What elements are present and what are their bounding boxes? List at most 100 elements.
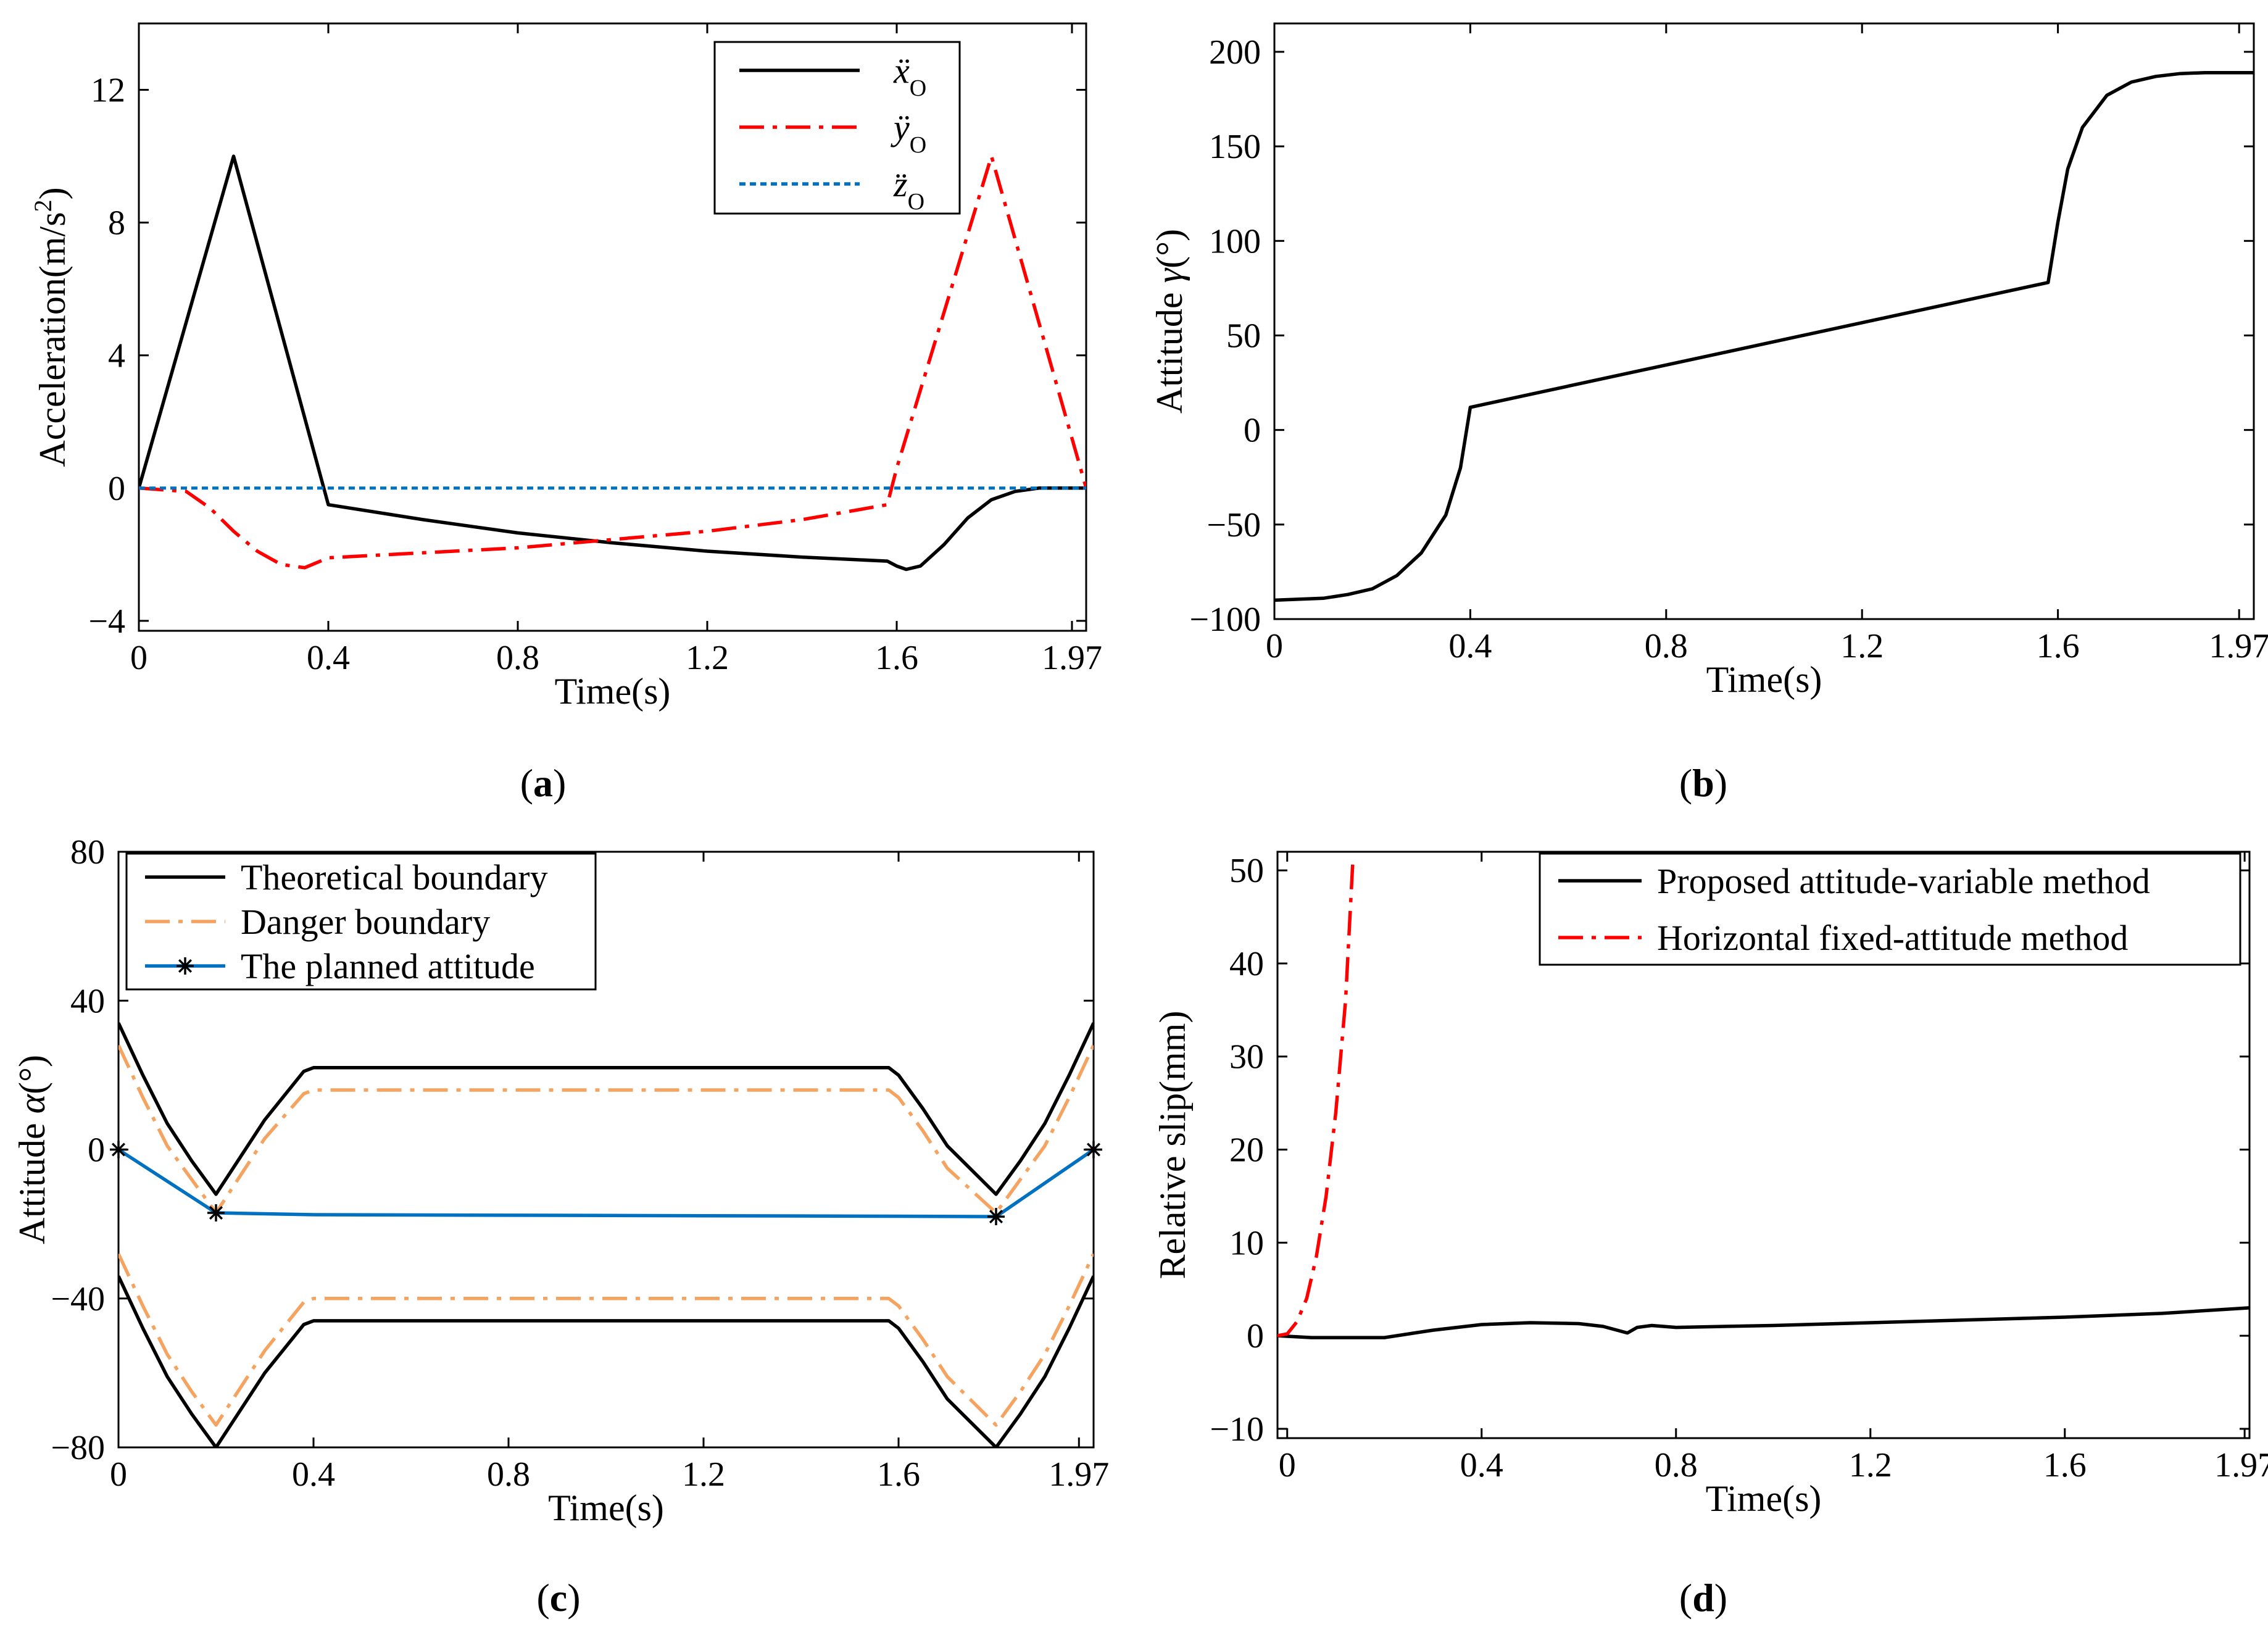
x-tick-label-d: 1.6 <box>2043 1446 2087 1484</box>
legend-label-c: The planned attitude <box>241 946 535 986</box>
series-group-d <box>1277 860 2249 1339</box>
series-group-b <box>1274 70 2254 602</box>
legend-label-a: z̈O <box>893 164 924 215</box>
marker-stroke <box>989 1210 1003 1224</box>
plot-frame-a <box>138 22 1087 632</box>
series-line-b-0 <box>1274 70 2254 602</box>
y-tick-label-b: 0 <box>1244 412 1261 450</box>
x-axis-label-c: Time(s) <box>548 1488 664 1528</box>
x-tick-label-a: 1.97 <box>1042 639 1102 677</box>
y-tick-label-c: 0 <box>88 1131 105 1170</box>
caption-letter: d <box>1692 1576 1714 1620</box>
y-tick-label-a: −4 <box>88 602 125 641</box>
y-axis-label-prefix-b: Attitude <box>1149 283 1190 414</box>
series-line-a-0 <box>139 154 1086 572</box>
series-line-c-4 <box>118 1148 1094 1218</box>
caption-d: (d) <box>1679 1576 1727 1620</box>
series-line-c-0 <box>118 1022 1094 1196</box>
x-tick-label-b: 1.2 <box>1840 627 1884 665</box>
y-tick-label-c: 40 <box>70 982 105 1020</box>
marker-stroke <box>111 1142 126 1157</box>
legend-marker-c <box>178 959 193 973</box>
x-tick-label-d: 0 <box>1279 1446 1296 1484</box>
caption-open: ( <box>1679 761 1692 805</box>
y-tick-label-d: 10 <box>1229 1224 1264 1262</box>
y-tick-label-b: −50 <box>1207 506 1261 544</box>
y-tick-label-d: 30 <box>1229 1038 1264 1076</box>
series-marker-c <box>207 1204 225 1222</box>
caption-c: (c) <box>536 1576 580 1620</box>
series-line-c-3 <box>118 1253 1094 1427</box>
y-tick-label-a: 12 <box>91 72 125 110</box>
x-tick-label-a: 1.2 <box>686 639 729 677</box>
plot-frame-b <box>1273 22 2255 620</box>
series-marker-c <box>987 1208 1005 1226</box>
chart-b: 0 0.4 0.8 1.2 1.6 1.97 −100 −50 0 50 100 150 200 Time… <box>1149 22 2268 805</box>
chart-d: 0 0.4 0.8 1.2 1.6 1.97 −10 0 10 20 30 40 50 Time(s) Re… <box>1152 851 2268 1620</box>
y-tick-label-d: 20 <box>1229 1131 1264 1170</box>
y-axis-label-b: Attitude γ(°) <box>1149 229 1190 414</box>
caption-a: (a) <box>520 761 567 805</box>
caption-letter: a <box>533 761 553 805</box>
y-tick-label-d: −10 <box>1210 1410 1264 1449</box>
y-axis-label-d: Relative slip(mm) <box>1152 1011 1193 1280</box>
legend-label-sub: O <box>910 75 926 101</box>
x-tick-label-b: 0.4 <box>1448 627 1492 665</box>
y-axis-label-suffix-b: (°) <box>1149 229 1190 268</box>
series-line-c-2 <box>118 1044 1094 1215</box>
caption-letter: b <box>1692 761 1714 805</box>
series-group-c <box>118 1022 1094 1447</box>
y-axis-label-prefix-c: Attitude <box>12 1113 52 1244</box>
series-line-c-1 <box>118 1275 1094 1447</box>
caption-close: ) <box>567 1576 580 1620</box>
chart-a: 0 0.4 0.8 1.2 1.6 1.97−404812Time(s)Accelerat… <box>29 22 1102 805</box>
legend-label-sub: O <box>910 132 926 158</box>
chart-c: 0 0.4 0.8 1.2 1.6 1.97 −80 −40 0 40 80 Time(s) Attit… <box>12 833 1109 1620</box>
marker-stroke <box>1086 1142 1101 1157</box>
legend-label-main: ÿ <box>891 107 910 148</box>
y-tick-label-b: 100 <box>1209 222 1261 260</box>
x-tick-label-c: 0.4 <box>292 1455 335 1494</box>
x-axis-label-d: Time(s) <box>1706 1478 1822 1519</box>
y-tick-label-d: 50 <box>1229 852 1264 890</box>
x-tick-label-a: 0.8 <box>496 639 539 677</box>
legend-label-main: ẍ <box>893 51 910 91</box>
x-tick-label-c: 1.97 <box>1049 1455 1109 1494</box>
legend-label-c: Danger boundary <box>241 902 490 942</box>
x-tick-label-d: 0.4 <box>1460 1446 1503 1484</box>
caption-open: ( <box>1679 1576 1692 1620</box>
y-axis-label-suffix-c: (°) <box>12 1055 52 1094</box>
plot-frame-d <box>1276 851 2251 1439</box>
y-tick-label-b: −100 <box>1189 601 1261 639</box>
y-tick-label-b: 50 <box>1226 317 1261 355</box>
y-tick-label-d: 40 <box>1229 945 1264 983</box>
y-tick-label-c: 80 <box>70 833 105 872</box>
caption-close: ) <box>1714 1576 1727 1620</box>
x-axis-label-b: Time(s) <box>1706 659 1822 700</box>
y-tick-label-b: 150 <box>1209 128 1261 166</box>
series-line-d-1 <box>1277 860 1355 1338</box>
y-axis-label-prefix-a: Acceleration(m/s <box>32 212 73 467</box>
y-tick-label-c: −80 <box>51 1429 105 1467</box>
y-tick-label-b: 200 <box>1209 33 1261 72</box>
series-group-a <box>139 154 1086 572</box>
caption-b: (b) <box>1679 761 1727 805</box>
legend-label-d: Horizontal fixed-attitude method <box>1657 918 2128 958</box>
series-line-a-1 <box>139 154 1086 570</box>
legend-label-d: Proposed attitude-variable method <box>1657 861 2150 901</box>
y-axis-label-c: Attitude α(°) <box>12 1055 52 1244</box>
x-tick-label-b: 1.6 <box>2037 627 2080 665</box>
x-tick-label-a: 0.4 <box>307 639 350 677</box>
caption-open: ( <box>536 1576 549 1620</box>
y-tick-label-d: 0 <box>1247 1317 1264 1355</box>
y-axis-label-symbol-b: γ <box>1149 267 1190 283</box>
caption-close: ) <box>553 761 566 805</box>
x-tick-label-d: 1.97 <box>2214 1446 2268 1484</box>
legend-label-a: ẍO <box>893 51 926 101</box>
legend-label-c: Theoretical boundary <box>241 857 548 897</box>
y-tick-label-a: 4 <box>108 337 125 375</box>
y-axis-label-a: Acceleration(m/s2) <box>29 187 73 467</box>
x-tick-label-b: 0 <box>1266 627 1283 665</box>
x-tick-label-d: 0.8 <box>1655 1446 1698 1484</box>
series-marker-c <box>1085 1141 1102 1159</box>
